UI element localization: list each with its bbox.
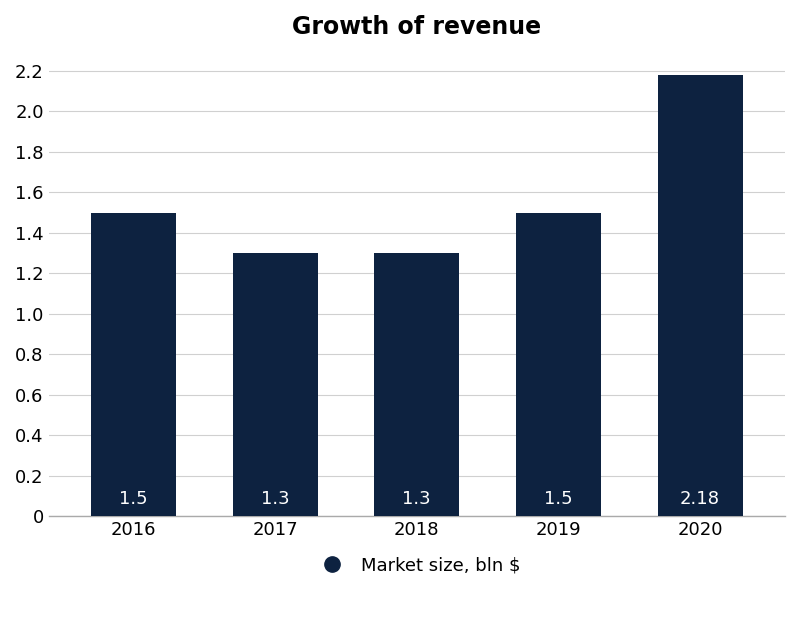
Bar xyxy=(516,213,601,516)
Title: Growth of revenue: Growth of revenue xyxy=(292,15,542,39)
Legend: Market size, bln $: Market size, bln $ xyxy=(306,549,527,581)
Text: 1.3: 1.3 xyxy=(261,490,290,508)
Bar xyxy=(658,75,742,516)
Bar xyxy=(233,253,318,516)
Text: 1.3: 1.3 xyxy=(402,490,431,508)
Text: 2.18: 2.18 xyxy=(680,490,720,508)
Bar xyxy=(374,253,459,516)
Bar xyxy=(91,213,176,516)
Text: 1.5: 1.5 xyxy=(119,490,148,508)
Text: 1.5: 1.5 xyxy=(544,490,573,508)
